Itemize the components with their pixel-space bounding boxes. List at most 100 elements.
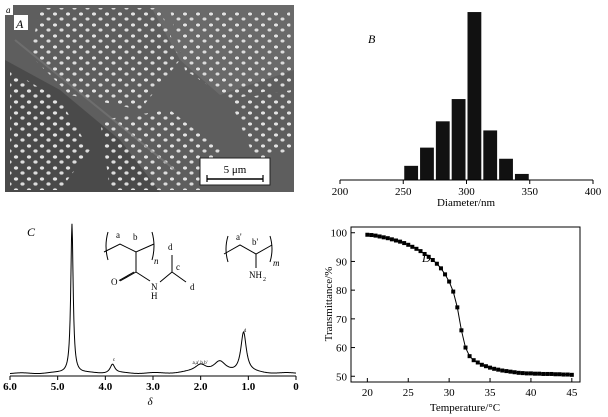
corner-mark-box [5,5,13,15]
transmittance-marker [520,371,525,376]
transmittance-marker [463,345,468,350]
histogram-x-ticks: 200 250 300 350 400 [332,180,602,198]
scale-bar-box [199,157,271,186]
transmittance-y-tick-label: 90 [336,256,348,268]
chem-label-a: a [116,230,120,240]
transmittance-marker [426,254,431,259]
chem-label-h: H [151,291,158,301]
transmittance-marker [471,358,476,363]
transmittance-marker [418,249,423,254]
transmittance-marker [422,251,427,256]
transmittance-x-tick-label: 45 [566,387,578,399]
histogram-bar [483,130,498,180]
nmr-x-tick-label: 1.0 [241,381,255,393]
transmittance-y-tick-label: 80 [336,285,348,297]
sem-particles [10,8,292,190]
transmittance-marker [533,371,538,376]
transmittance-marker [479,362,484,367]
histogram-bar [404,165,419,180]
histogram-bar [451,99,466,180]
transmittance-marker [483,364,488,369]
transmittance-marker [475,360,480,365]
transmittance-y-tick-label: 50 [336,371,348,383]
transmittance-marker [369,233,374,238]
transmittance-x-tick-label: 35 [485,387,497,399]
histogram-bar [420,147,434,180]
chem-label-nh2: NH [249,270,262,280]
histogram-x-axis-label: Diameter/nm [437,197,495,209]
transmittance-marker [557,372,562,377]
nmr-peak-label-backbone: a,a',b,b' [193,361,208,366]
transmittance-marker [459,328,464,333]
transmittance-axis-ticks: 20 25 30 35 40 45 50 60 70 80 90 100 [331,228,578,399]
sem-streak [14,39,176,171]
histogram-bar [514,173,529,180]
histogram-x-tick-label: 250 [395,186,412,198]
transmittance-y-tick-label: 70 [336,314,348,326]
nmr-x-tick-label: 5.0 [51,381,65,393]
transmittance-marker [438,266,443,271]
transmittance-marker [381,235,386,240]
transmittance-marker [398,239,403,244]
transmittance-x-tick-label: 30 [444,387,456,399]
transmittance-marker [528,371,533,376]
panel-a-letter-box [14,15,28,30]
chemical-structure-vinylamine-labels: a' b' m NH 2 [236,232,280,283]
nmr-x-tick-label: 3.0 [146,381,160,393]
transmittance-y-tick-label: 60 [336,343,348,355]
panel-c-letter: C [27,225,36,239]
transmittance-marker [443,272,448,277]
panel-a: a A 5 μm [5,5,294,192]
panel-b: B 200 250 300 350 400 Diameter/nm [332,12,602,209]
chemical-structure-nipam [103,231,187,283]
transmittance-y-axis-label: Transmittance/% [323,267,335,342]
transmittance-marker [402,241,407,246]
transmittance-marker [504,369,509,374]
transmittance-x-axis-label: Temperature/°C [430,402,500,414]
transmittance-marker [406,242,411,247]
transmittance-marker [549,371,554,376]
nmr-x-axis-label: δ [147,396,153,408]
transmittance-x-tick-label: 25 [403,387,415,399]
panel-a-letter: A [15,17,24,31]
nmr-x-ticks: 6.0 5.0 4.0 3.0 2.0 1.0 0 [3,376,299,393]
transmittance-marker [434,261,439,266]
chem-label-d-right: d [190,282,195,292]
nmr-peak-label-c: c [113,358,116,363]
transmittance-marker [561,372,566,377]
panel-d-letter: D [421,251,431,265]
chem-label-b: b [133,232,138,242]
transmittance-marker [500,368,505,373]
transmittance-marker [430,258,435,263]
transmittance-marker [377,234,382,239]
histogram-bar [435,121,450,180]
chemical-structure-vinylamine [223,235,273,268]
transmittance-marker [467,354,472,359]
transmittance-marker [492,366,497,371]
transmittance-marker [541,371,546,376]
transmittance-x-tick-label: 40 [525,387,537,399]
histogram-bars [404,12,529,181]
histogram-bar [499,158,513,180]
transmittance-marker [488,365,493,370]
histogram-x-tick-label: 200 [332,186,349,198]
transmittance-marker [569,372,574,377]
transmittance-marker [553,372,558,377]
transmittance-x-tick-label: 20 [362,387,374,399]
chem-label-d-top: d [168,242,173,252]
chem-label-b-prime: b' [252,237,259,247]
transmittance-markers [365,232,574,377]
transmittance-marker [516,370,521,375]
panel-c: C a b n O N H c d d [3,223,299,408]
histogram-x-tick-label: 400 [585,186,602,198]
transmittance-marker [414,246,419,251]
nmr-x-tick-label: 4.0 [98,381,112,393]
chem-label-a-prime: a' [236,232,242,242]
chem-label-n: n [154,256,159,266]
chem-label-c: c [176,262,180,272]
transmittance-marker [451,289,456,294]
panel-d: D 20 25 30 35 40 45 50 60 70 80 90 100 Temperature/… [323,226,581,414]
transmittance-marker [524,371,529,376]
nmr-x-tick-label: 0 [293,381,299,393]
transmittance-curve [367,234,572,376]
